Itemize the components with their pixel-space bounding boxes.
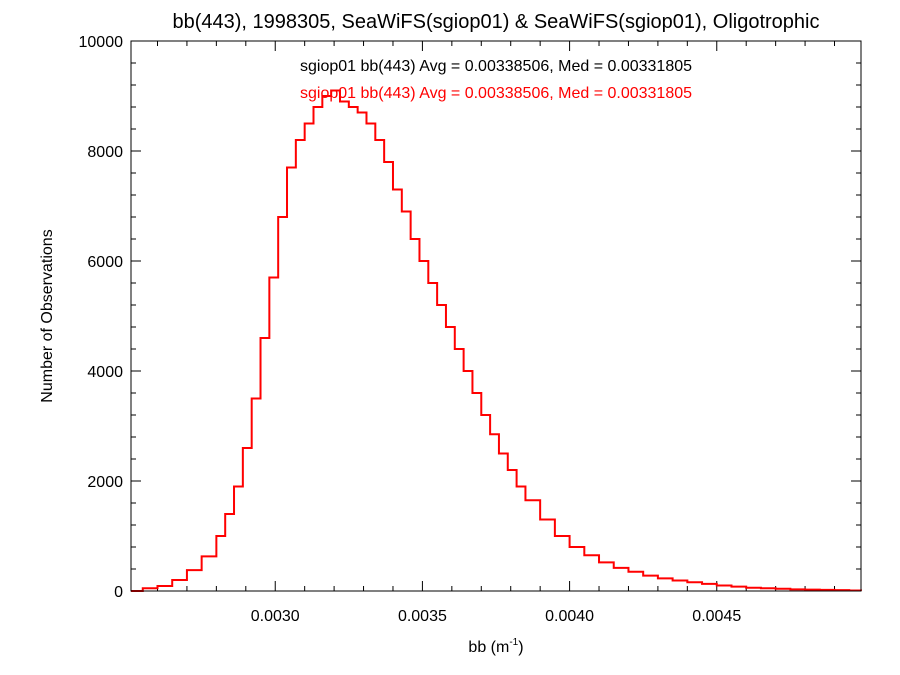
series-layer [131, 89, 862, 592]
x-axis-label-sup: -1 [509, 637, 518, 648]
y-axis-label: Number of Observations [39, 229, 56, 402]
x-axis-label-close: ) [518, 639, 523, 656]
x-tick-label: 0.0040 [545, 608, 594, 625]
legend-entry-black: sgiop01 bb(443) Avg = 0.00338506, Med = … [300, 58, 692, 75]
legend-entry-red: sgiop01 bb(443) Avg = 0.00338506, Med = … [300, 85, 692, 102]
x-axis-label-main: bb (m [468, 639, 509, 656]
x-tick-label: 0.0030 [251, 608, 300, 625]
chart-title: bb(443), 1998305, SeaWiFS(sgiop01) & Sea… [173, 11, 820, 33]
series-line-0 [131, 89, 862, 592]
x-axis-label: bb (m-1) [468, 637, 523, 656]
plot-frame [130, 40, 862, 592]
y-tick-label: 0 [114, 584, 123, 601]
y-tick-label: 4000 [87, 364, 123, 381]
y-tick-label: 8000 [87, 144, 123, 161]
y-tick-label: 6000 [87, 254, 123, 271]
x-tick-label: 0.0045 [692, 608, 741, 625]
axis-ticks: 0.0030 0.0035 0.0040 0.0045 0 2000 4000 6000 800… [79, 34, 861, 625]
x-tick-label: 0.0035 [398, 608, 447, 625]
y-tick-label: 2000 [87, 474, 123, 491]
y-tick-label: 10000 [79, 34, 124, 51]
